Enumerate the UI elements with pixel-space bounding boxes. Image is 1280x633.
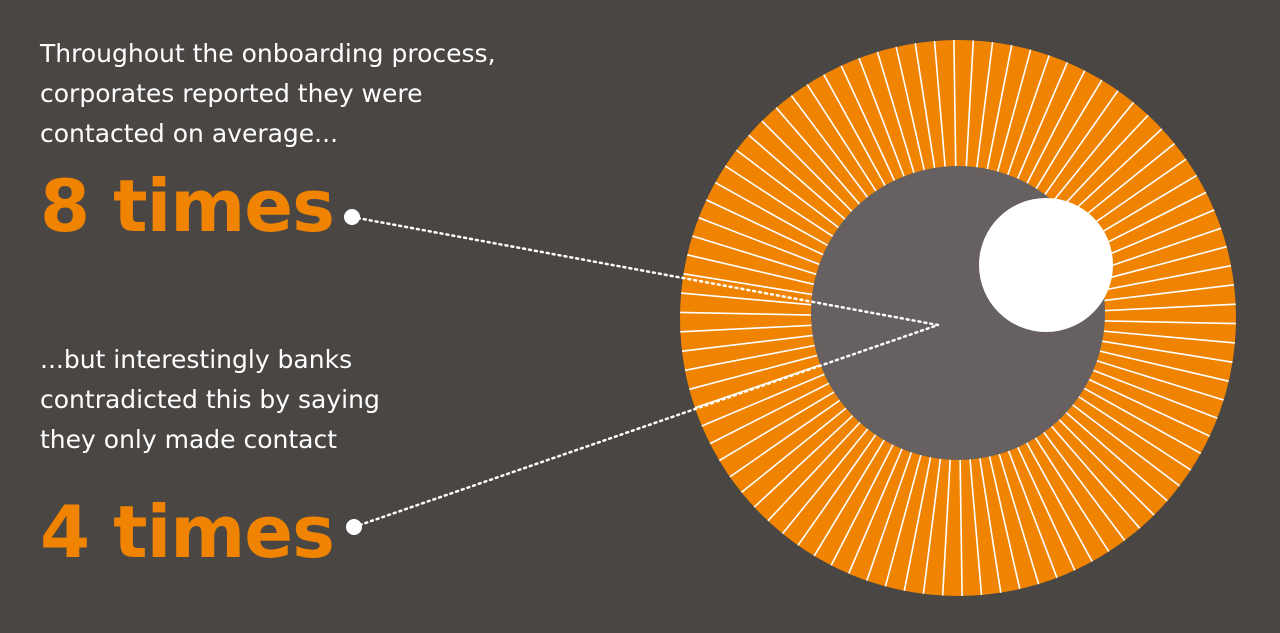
banks-count: 4 times [40,490,335,574]
iris-ray [866,431,920,581]
iris-ray [847,427,912,574]
connector-line-bottom [352,323,940,529]
iris-ray [1042,402,1155,516]
corporates-line-1: Throughout the onboarding process, [40,39,496,68]
banks-line-2: contradicted this by saying [40,385,380,414]
iris-ray [689,348,843,391]
iris-ray [922,437,944,594]
iris-ray [729,385,860,478]
iris-ray [1066,368,1211,437]
corporates-line-3: contacted on average... [40,119,339,148]
eye-highlight [979,198,1113,332]
corporates-statement: Throughout the onboarding process, corpo… [40,34,496,154]
iris-ray [701,363,848,427]
iris-ray [959,437,963,597]
banks-line-3: they only made contact [40,425,338,454]
iris-ray [709,371,852,445]
iris-ray [1053,389,1181,487]
iris-ray [975,436,1002,593]
banks-line-1: ...but interestingly banks [40,345,353,374]
iris-ray [1015,422,1093,562]
iris-ray [718,378,856,462]
iris-ray [740,392,866,494]
iris-ray [884,433,928,587]
connector-dot-top [344,209,360,225]
iris-ray [830,424,904,566]
iris-ray [1047,396,1168,502]
iris-ray [781,410,883,535]
iris-ray [992,432,1040,585]
iris-ray [1062,375,1202,455]
iris-ray [999,429,1058,579]
iris-ray [1074,344,1229,382]
connector-dot-bottom [346,519,362,535]
iris-ray [903,435,936,591]
corporates-line-2: corporates reported they were [40,79,423,108]
iris-ray [1072,352,1224,401]
iris-ray [1007,426,1076,571]
iris-ray [1029,413,1126,541]
iris-ray [1035,408,1141,529]
iris-ray [1022,418,1110,552]
banks-statement: ...but interestingly banks contradicted … [40,340,380,460]
iris-ray [1076,336,1233,363]
iris-ray [1069,360,1218,420]
iris-ray [983,434,1021,590]
iris-ray [753,399,871,508]
iris-ray [813,420,897,557]
iris-ray [967,437,983,596]
iris-ray [1058,382,1192,471]
iris-ray [767,405,877,522]
iris-ray [684,339,841,372]
iris-ray [797,415,890,546]
corporates-count: 8 times [40,164,335,248]
iris-ray [941,437,953,596]
